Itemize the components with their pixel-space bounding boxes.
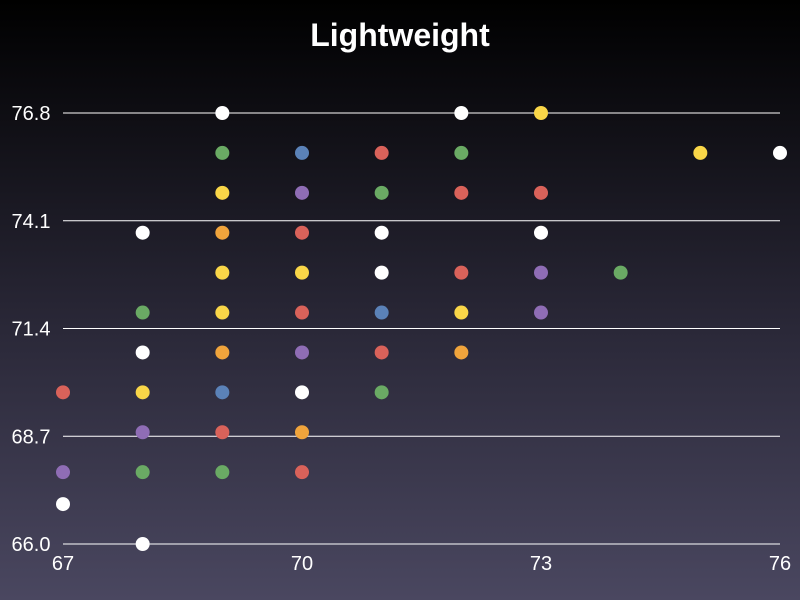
- data-point: [295, 265, 309, 280]
- y-axis-ticks: 66.0 68.7 71.4 74.1 76.8: [12, 103, 51, 556]
- data-point: [693, 145, 708, 160]
- x-axis-ticks: 67 70 73 76: [52, 553, 791, 575]
- data-point: [534, 225, 548, 240]
- data-point: [295, 385, 309, 400]
- data-point: [215, 345, 230, 360]
- data-point: [295, 145, 309, 160]
- data-point: [374, 345, 389, 360]
- x-tick-label: 67: [52, 553, 74, 575]
- data-point: [454, 265, 469, 280]
- data-point: [135, 425, 150, 440]
- data-point: [534, 106, 548, 120]
- y-tick-label: 68.7: [12, 426, 51, 448]
- x-tick-label: 70: [291, 553, 313, 575]
- data-point: [374, 265, 389, 280]
- data-point: [454, 106, 469, 120]
- data-point: [215, 106, 230, 120]
- data-point: [56, 465, 70, 480]
- data-point: [773, 145, 787, 160]
- data-point: [454, 185, 469, 200]
- data-point: [295, 465, 309, 480]
- data-point: [215, 385, 230, 400]
- data-point: [215, 305, 230, 320]
- data-point: [295, 225, 309, 240]
- data-point: [215, 225, 230, 240]
- data-points: [56, 106, 787, 551]
- data-point: [295, 185, 309, 200]
- data-point: [215, 185, 230, 200]
- y-tick-label: 76.8: [12, 103, 51, 125]
- data-point: [374, 385, 389, 400]
- data-point: [215, 265, 230, 280]
- y-tick-label: 66.0: [12, 534, 51, 556]
- chart-title: Lightweight: [310, 17, 490, 53]
- data-point: [534, 185, 548, 200]
- data-point: [534, 265, 548, 280]
- data-point: [215, 425, 230, 440]
- data-point: [135, 465, 150, 480]
- data-point: [135, 225, 150, 240]
- x-tick-label: 76: [769, 553, 791, 575]
- data-point: [56, 385, 70, 400]
- data-point: [374, 185, 389, 200]
- data-point: [454, 305, 469, 320]
- y-tick-label: 71.4: [12, 319, 51, 341]
- data-point: [135, 345, 150, 360]
- data-point: [135, 385, 150, 400]
- data-point: [374, 145, 389, 160]
- data-point: [454, 145, 469, 160]
- data-point: [295, 345, 309, 360]
- data-point: [135, 537, 150, 551]
- data-point: [374, 305, 389, 320]
- data-point: [295, 305, 309, 320]
- data-point: [56, 497, 70, 512]
- data-point: [135, 305, 150, 320]
- gridlines: [63, 112, 780, 545]
- data-point: [215, 465, 230, 480]
- data-point: [534, 305, 548, 320]
- x-tick-label: 73: [530, 553, 552, 575]
- data-point: [374, 225, 389, 240]
- data-point: [295, 425, 309, 440]
- data-point: [454, 345, 469, 360]
- y-tick-label: 74.1: [12, 211, 51, 233]
- data-point: [613, 265, 628, 280]
- data-point: [215, 145, 230, 160]
